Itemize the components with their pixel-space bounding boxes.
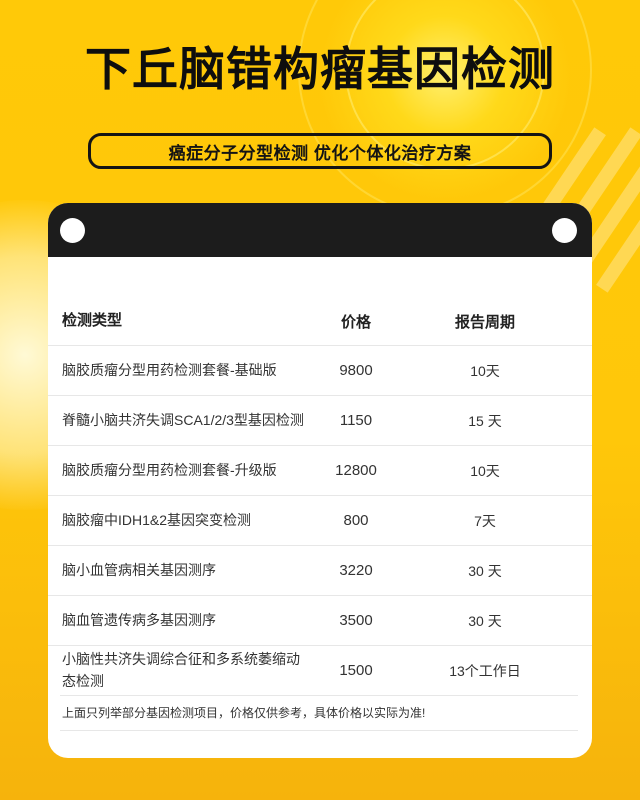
column-header-period: 报告周期 — [454, 314, 515, 331]
table-row: 小脑性共济失调综合征和多系统萎缩动态检测 1500 13个工作日 — [48, 645, 592, 695]
test-name: 脑胶瘤中IDH1&2基因突变检测 — [62, 511, 252, 528]
table-row: 脑血管遗传病多基因测序 3500 30 天 — [48, 595, 592, 645]
table-row: 脑小血管病相关基因测序 3220 30 天 — [48, 545, 592, 595]
test-period: 7天 — [474, 512, 496, 529]
table-row: 脑胶瘤中IDH1&2基因突变检测 800 7天 — [48, 495, 592, 545]
column-header-type: 检测类型 — [62, 311, 123, 329]
test-period: 30 天 — [468, 562, 502, 579]
page-title: 下丘脑错构瘤基因检测 — [85, 43, 555, 95]
test-name: 脊髓小脑共济失调SCA1/2/3型基因检测 — [62, 411, 304, 428]
price-table: 检测类型 价格 报告周期 脑胶质瘤分型用药检测套餐-基础版 9800 10天 脊… — [48, 257, 592, 731]
test-price: 12800 — [335, 462, 377, 479]
test-name: 脑小血管病相关基因测序 — [62, 561, 216, 578]
test-period: 10天 — [470, 362, 500, 379]
card-header-bar — [48, 203, 592, 257]
subtitle-text: 癌症分子分型检测 优化个体化治疗方案 — [168, 143, 472, 163]
disclaimer-note: 上面只列举部分基因检测项目，价格仅供参考，具体价格以实际为准! — [60, 695, 578, 731]
subtitle-badge: 癌症分子分型检测 优化个体化治疗方案 — [88, 133, 552, 169]
test-name: 脑血管遗传病多基因测序 — [62, 611, 216, 628]
table-row: 脊髓小脑共济失调SCA1/2/3型基因检测 1150 15 天 — [48, 395, 592, 445]
table-header-row: 检测类型 价格 报告周期 — [48, 257, 592, 345]
table-row: 脑胶质瘤分型用药检测套餐-基础版 9800 10天 — [48, 345, 592, 395]
test-price: 9800 — [339, 362, 373, 379]
test-period: 15 天 — [468, 412, 502, 429]
test-price: 3500 — [339, 612, 373, 629]
test-period: 30 天 — [468, 612, 502, 629]
table-row: 脑胶质瘤分型用药检测套餐-升级版 12800 10天 — [48, 445, 592, 495]
test-name: 脑胶质瘤分型用药检测套餐-升级版 — [62, 461, 277, 478]
punch-hole-left — [60, 218, 85, 243]
test-period: 10天 — [470, 462, 500, 479]
test-name: 小脑性共济失调综合征和多系统萎缩动态检测 — [62, 650, 300, 689]
test-period: 13个工作日 — [449, 662, 521, 679]
punch-hole-right — [552, 218, 577, 243]
test-price: 3220 — [339, 562, 373, 579]
test-price: 800 — [343, 512, 369, 529]
test-name: 脑胶质瘤分型用药检测套餐-基础版 — [62, 361, 277, 378]
column-header-price: 价格 — [340, 314, 371, 331]
test-price: 1150 — [339, 412, 373, 429]
price-card: 检测类型 价格 报告周期 脑胶质瘤分型用药检测套餐-基础版 9800 10天 脊… — [48, 203, 592, 758]
test-price: 1500 — [339, 662, 373, 679]
